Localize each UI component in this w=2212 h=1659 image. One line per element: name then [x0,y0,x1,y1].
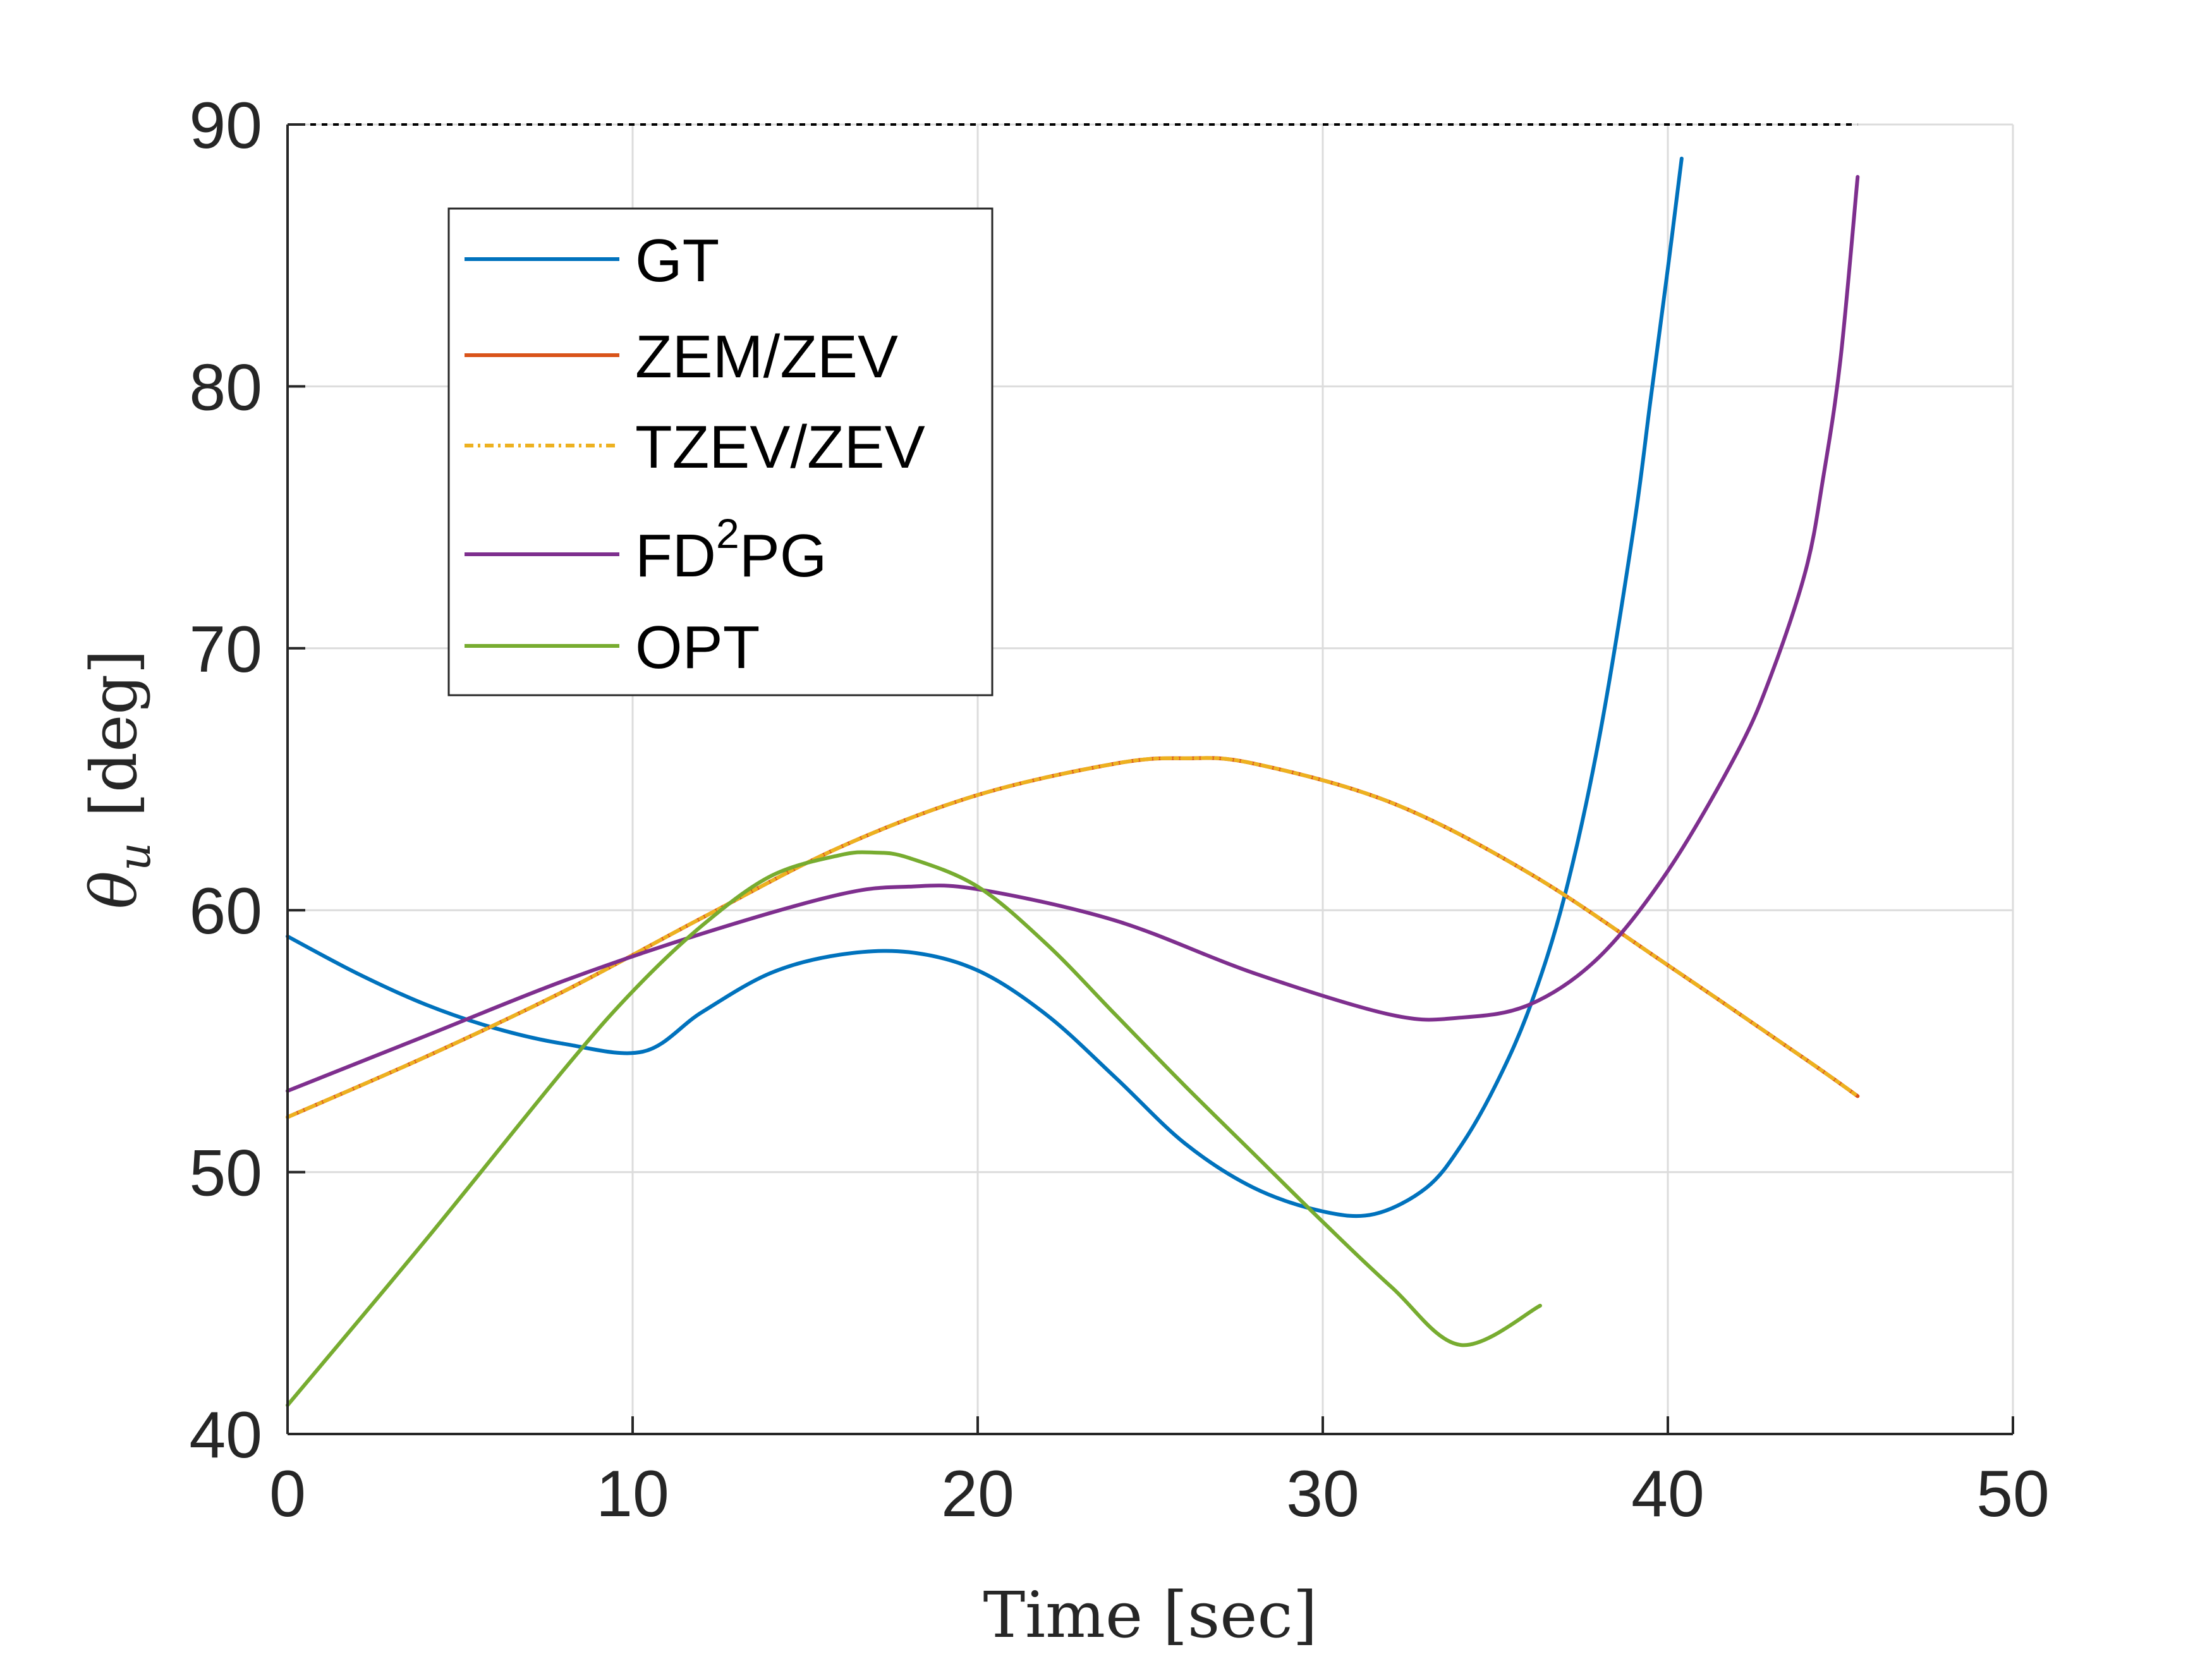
y-axis-title: θu [deg] [77,650,161,909]
y-axis-subscript: u [109,842,161,871]
series-line-opt [286,850,1542,1407]
y-axis-unit: [deg] [77,650,151,817]
x-tick-label: 0 [269,1457,306,1531]
legend-label-part: FD [635,522,716,590]
axes [286,123,2014,1435]
legend-label: GT [635,227,719,295]
legend-label: FD2PG [635,510,827,590]
legend-label: ZEM/ZEV [635,323,898,391]
tick-labels: 0 10 20 30 40 50 40 50 60 70 80 90 [189,89,2050,1531]
x-tick-label: 20 [941,1457,1014,1531]
legend-label: TZEV/ZEV [635,413,925,481]
y-tick-label: 50 [189,1137,262,1210]
series-line-gt [286,156,1684,1218]
legend: GT ZEM/ZEV TZEV/ZEV FD2PG OPT [447,207,994,696]
y-axis-title-text: θu [deg] [77,650,161,909]
y-tick-label: 80 [189,351,262,424]
x-tick-label: 10 [596,1457,669,1531]
y-tick-label: 90 [189,89,262,162]
y-tick-label: 60 [189,875,262,948]
legend-box [447,207,994,696]
legend-label: OPT [635,614,760,681]
y-tick-label: 40 [189,1399,262,1472]
series-line-tzev-zev [286,756,1860,1119]
legend-label-part: PG [739,522,827,590]
x-tick-label: 40 [1631,1457,1705,1531]
legend-label-superscript: 2 [716,510,739,557]
y-tick-label: 70 [189,613,262,686]
x-axis-title: Time [sec] [983,1578,1317,1652]
x-tick-label: 50 [1976,1457,2050,1531]
x-tick-label: 30 [1286,1457,1359,1531]
series-layer [286,156,1860,1407]
y-axis-symbol: θ [77,871,151,909]
